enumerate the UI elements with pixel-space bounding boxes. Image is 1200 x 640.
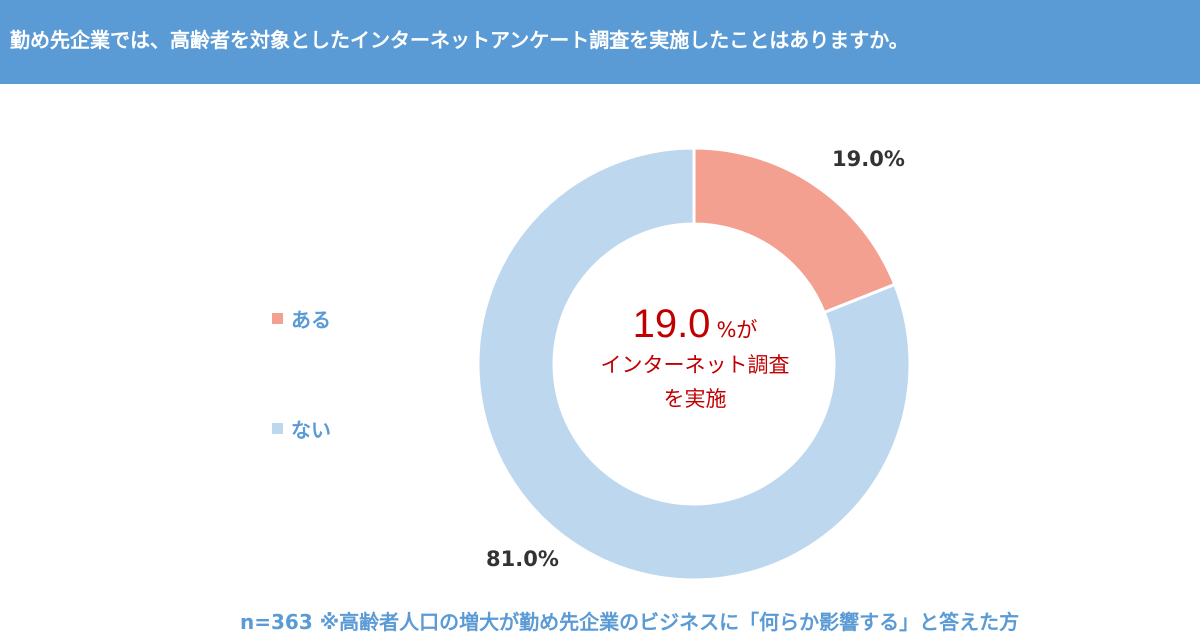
donut-slice-nai xyxy=(476,146,912,582)
center-line-1: インターネット調査 xyxy=(600,353,790,377)
data-label-aru: 19.0% xyxy=(832,147,905,171)
donut-center-text: 19.0 %が インターネット調査 を実施 xyxy=(545,300,845,416)
legend-swatch-nai xyxy=(272,423,283,434)
legend-label-aru: ある xyxy=(291,308,331,332)
footnote: n=363 ※高齢者人口の増大が勤め先企業のビジネスに「何らか影響する」と答えた… xyxy=(240,610,1020,634)
donut-slice-aru xyxy=(692,146,897,315)
legend-item-nai: ない xyxy=(272,414,331,443)
center-unit: %が xyxy=(716,318,758,342)
legend-swatch-aru xyxy=(272,313,283,324)
legend-label-nai: ない xyxy=(291,418,331,442)
legend-item-aru: ある xyxy=(272,304,331,333)
header-bar: 勤め先企業では、高齢者を対象としたインターネットアンケート調査を実施したことはあ… xyxy=(0,0,1200,84)
chart-question-title: 勤め先企業では、高齢者を対象としたインターネットアンケート調査を実施したことはあ… xyxy=(10,28,909,52)
data-label-nai: 81.0% xyxy=(486,547,559,571)
center-value: 19.0 xyxy=(632,302,711,346)
center-line-2: を実施 xyxy=(663,387,727,411)
